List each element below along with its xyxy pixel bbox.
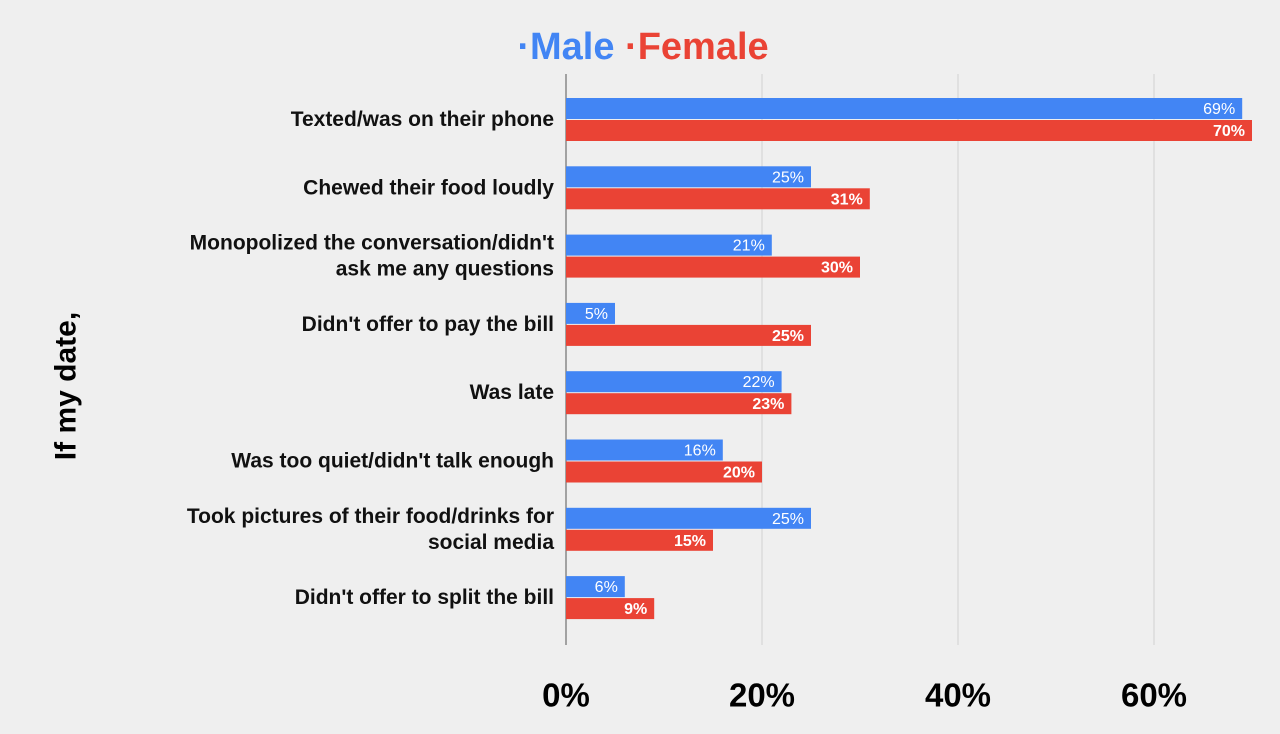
male-value-label: 16% <box>684 443 716 460</box>
category-label: Didn't offer to split the bill <box>295 586 554 609</box>
labels-layer: 0% 20% 40% 60% Texted/was on their phone 69% 7… <box>187 101 1245 714</box>
legend: ·Male ·Female <box>517 26 768 68</box>
female-value-label: 20% <box>723 465 755 482</box>
female-bar <box>566 120 1252 141</box>
male-value-label: 21% <box>733 238 765 255</box>
male-value-label: 5% <box>585 306 608 323</box>
female-value-label: 70% <box>1213 123 1245 140</box>
category-label: Didn't offer to pay the bill <box>302 313 554 336</box>
legend-female: Female <box>638 26 769 68</box>
category-label: Was too quiet/didn't talk enough <box>231 450 554 473</box>
legend-spacer <box>614 26 625 68</box>
male-bar <box>566 439 723 461</box>
legend-entries: ·Male ·Female <box>517 26 768 68</box>
male-value-label: 6% <box>595 579 618 596</box>
x-tick-label: 40% <box>925 677 991 714</box>
category-label: Monopolized the conversation/didn't <box>190 232 554 255</box>
female-value-label: 9% <box>624 601 647 618</box>
male-value-label: 25% <box>772 169 804 186</box>
category-label: social media <box>428 531 554 554</box>
bars-layer <box>566 98 1252 620</box>
female-bar <box>566 598 655 620</box>
female-bar <box>566 256 860 278</box>
male-bar <box>566 507 811 529</box>
female-value-label: 25% <box>772 328 804 345</box>
female-value-label: 15% <box>674 533 706 550</box>
male-value-label: 22% <box>743 374 775 391</box>
male-bar <box>566 234 772 256</box>
female-bar <box>566 393 792 415</box>
category-label: ask me any questions <box>336 258 554 281</box>
x-tick-label: 60% <box>1121 677 1187 714</box>
x-tick-label: 20% <box>729 677 795 714</box>
male-bar <box>566 166 811 188</box>
male-bar <box>566 302 615 324</box>
male-bar <box>566 98 1243 119</box>
female-value-label: 30% <box>821 260 853 277</box>
female-bar <box>566 529 713 551</box>
male-bar <box>566 576 625 598</box>
female-value-label: 23% <box>752 396 784 413</box>
x-tick-label: 0% <box>542 677 590 714</box>
female-value-label: 31% <box>831 191 863 208</box>
female-bar <box>566 461 762 483</box>
male-bar <box>566 371 782 393</box>
category-label: Was late <box>470 381 554 404</box>
male-value-label: 69% <box>1203 101 1235 118</box>
female-bar <box>566 188 870 210</box>
y-axis-title: If my date, <box>50 312 83 460</box>
grid-layer <box>565 74 1155 645</box>
category-label: Texted/was on their phone <box>291 108 554 131</box>
legend-marker: · <box>517 26 530 68</box>
category-label: Took pictures of their food/drinks for <box>187 505 554 528</box>
male-value-label: 25% <box>772 511 804 528</box>
legend-marker: · <box>625 26 638 68</box>
category-label: Chewed their food loudly <box>303 176 554 199</box>
legend-male: Male <box>530 26 614 68</box>
female-bar <box>566 324 811 346</box>
